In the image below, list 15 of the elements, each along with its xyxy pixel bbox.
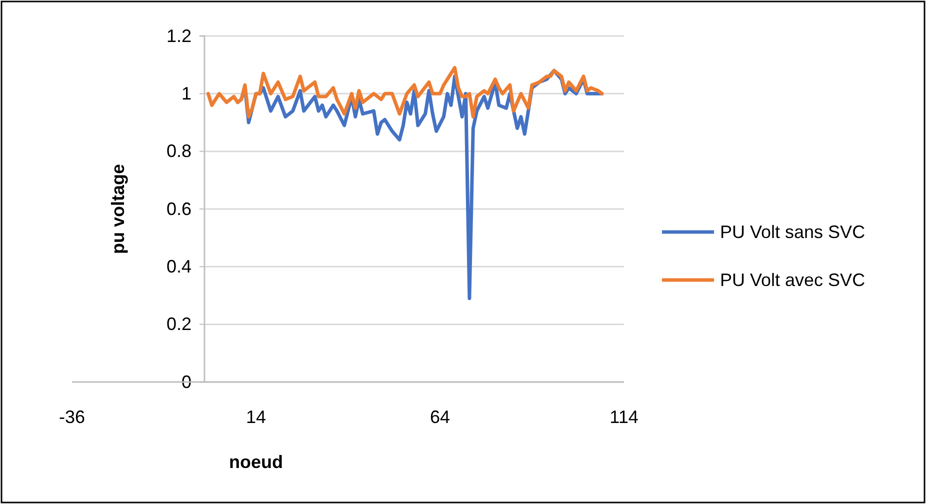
- y-tick-label: 0.4: [166, 256, 192, 276]
- x-tick-label: 114: [610, 406, 638, 427]
- x-tick-label: 14: [246, 406, 266, 427]
- x-axis-title: noeud: [229, 452, 283, 472]
- legend-label: PU Volt sans SVC: [720, 222, 866, 242]
- legend-label: PU Volt avec SVC: [720, 270, 866, 290]
- x-tick-label: 64: [430, 406, 450, 427]
- y-tick-label: 1: [181, 83, 192, 104]
- line-series: [206, 66, 604, 118]
- y-tick-label: 0.6: [166, 198, 192, 219]
- y-axis-title: pu voltage: [108, 164, 128, 254]
- y-tick-label: 0.8: [166, 141, 192, 162]
- x-tick-label: -36: [58, 406, 86, 427]
- y-tick-label: 0.2: [166, 314, 192, 334]
- y-tick-label: 1.2: [166, 26, 192, 46]
